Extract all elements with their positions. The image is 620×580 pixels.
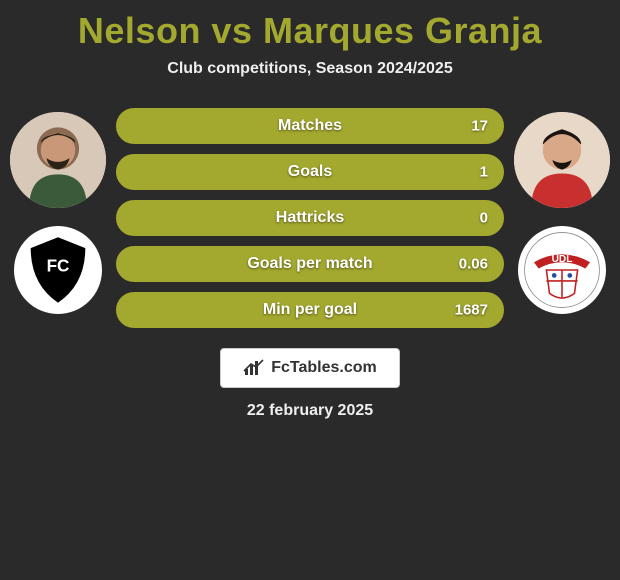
left-player-column: FC — [8, 108, 108, 314]
stat-value-right: 0.06 — [459, 256, 488, 273]
person-icon — [10, 112, 106, 208]
stat-bar: Hattricks 0 — [116, 200, 504, 236]
main-row: FC Matches 17 Goals 1 Hattricks 0 Goals per ma… — [0, 108, 620, 328]
shield-icon: UDL — [523, 231, 601, 309]
stat-bar: Matches 17 — [116, 108, 504, 144]
bar-chart-icon — [243, 359, 265, 377]
person-icon — [514, 112, 610, 208]
stat-label: Min per goal — [263, 301, 357, 319]
stat-bar: Goals per match 0.06 — [116, 246, 504, 282]
stat-value-right: 17 — [471, 118, 488, 135]
date-text: 22 february 2025 — [247, 402, 373, 420]
right-club-label: UDL — [552, 254, 573, 265]
stats-column: Matches 17 Goals 1 Hattricks 0 Goals per match… — [108, 108, 512, 328]
subtitle: Club competitions, Season 2024/2025 — [0, 60, 620, 78]
left-club-badge: FC — [14, 226, 102, 314]
right-club-badge: UDL — [518, 226, 606, 314]
right-player-column: UDL — [512, 108, 612, 314]
right-player-avatar — [514, 112, 610, 208]
stat-label: Matches — [278, 117, 342, 135]
footer: FcTables.com 22 february 2025 — [0, 348, 620, 420]
stat-label: Hattricks — [276, 209, 344, 227]
comparison-card: Nelson vs Marques Granja Club competitio… — [0, 0, 620, 420]
left-player-avatar — [10, 112, 106, 208]
stat-label: Goals per match — [247, 255, 372, 273]
stat-value-right: 1687 — [455, 302, 488, 319]
brand-text: FcTables.com — [271, 359, 377, 377]
stat-label: Goals — [288, 163, 332, 181]
stat-bar: Goals 1 — [116, 154, 504, 190]
page-title: Nelson vs Marques Granja — [0, 10, 620, 52]
brand-box: FcTables.com — [220, 348, 400, 388]
stat-value-right: 0 — [480, 210, 488, 227]
stat-value-right: 1 — [480, 164, 488, 181]
stat-bar: Min per goal 1687 — [116, 292, 504, 328]
left-club-label: FC — [47, 256, 70, 276]
shield-icon: FC — [19, 231, 97, 309]
